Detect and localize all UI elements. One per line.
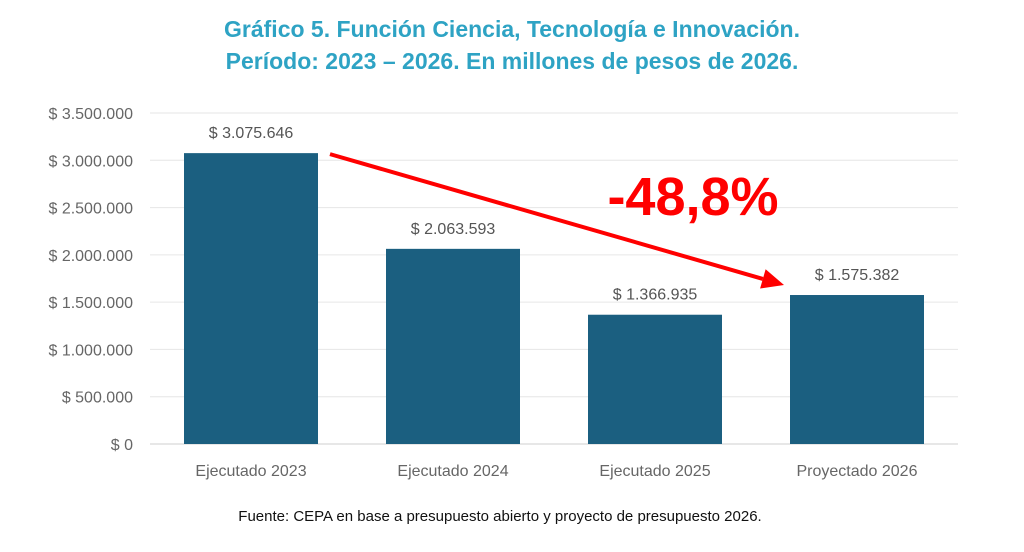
data-label: $ 3.075.646 [209, 125, 294, 142]
bar [790, 295, 924, 444]
x-tick-label: Ejecutado 2023 [195, 463, 306, 480]
y-tick-label: $ 2.500.000 [48, 201, 133, 218]
bar [588, 314, 722, 444]
x-tick-label: Ejecutado 2025 [599, 463, 710, 480]
bar [184, 153, 318, 444]
y-tick-label: $ 2.000.000 [48, 248, 133, 265]
y-tick-label: $ 0 [111, 437, 133, 454]
annotation-arrowhead [760, 269, 784, 289]
y-tick-label: $ 1.500.000 [48, 295, 133, 312]
data-label: $ 1.575.382 [815, 267, 900, 284]
x-tick-label: Ejecutado 2024 [397, 463, 508, 480]
x-tick-label: Proyectado 2026 [797, 463, 918, 480]
data-label: $ 1.366.935 [613, 287, 698, 304]
chart-title-line-2: Período: 2023 – 2026. En millones de pes… [225, 48, 799, 74]
y-tick-label: $ 3.500.000 [48, 106, 133, 123]
bar [386, 248, 520, 444]
annotation-arrow-line [329, 152, 764, 281]
source-note: Fuente: CEPA en base a presupuesto abier… [238, 508, 762, 525]
data-label: $ 2.063.593 [411, 221, 496, 238]
y-tick-label: $ 3.000.000 [48, 153, 133, 170]
chart-title-line-1: Gráfico 5. Función Ciencia, Tecnología e… [224, 16, 800, 42]
y-tick-label: $ 500.000 [62, 390, 133, 407]
annotation-percentage: -48,8% [607, 167, 778, 227]
bar-chart: $ 0 $ 500.000 $ 1.000.000 $ 1.500.000 $ 2.00… [48, 106, 958, 480]
y-tick-label: $ 1.000.000 [48, 342, 133, 359]
